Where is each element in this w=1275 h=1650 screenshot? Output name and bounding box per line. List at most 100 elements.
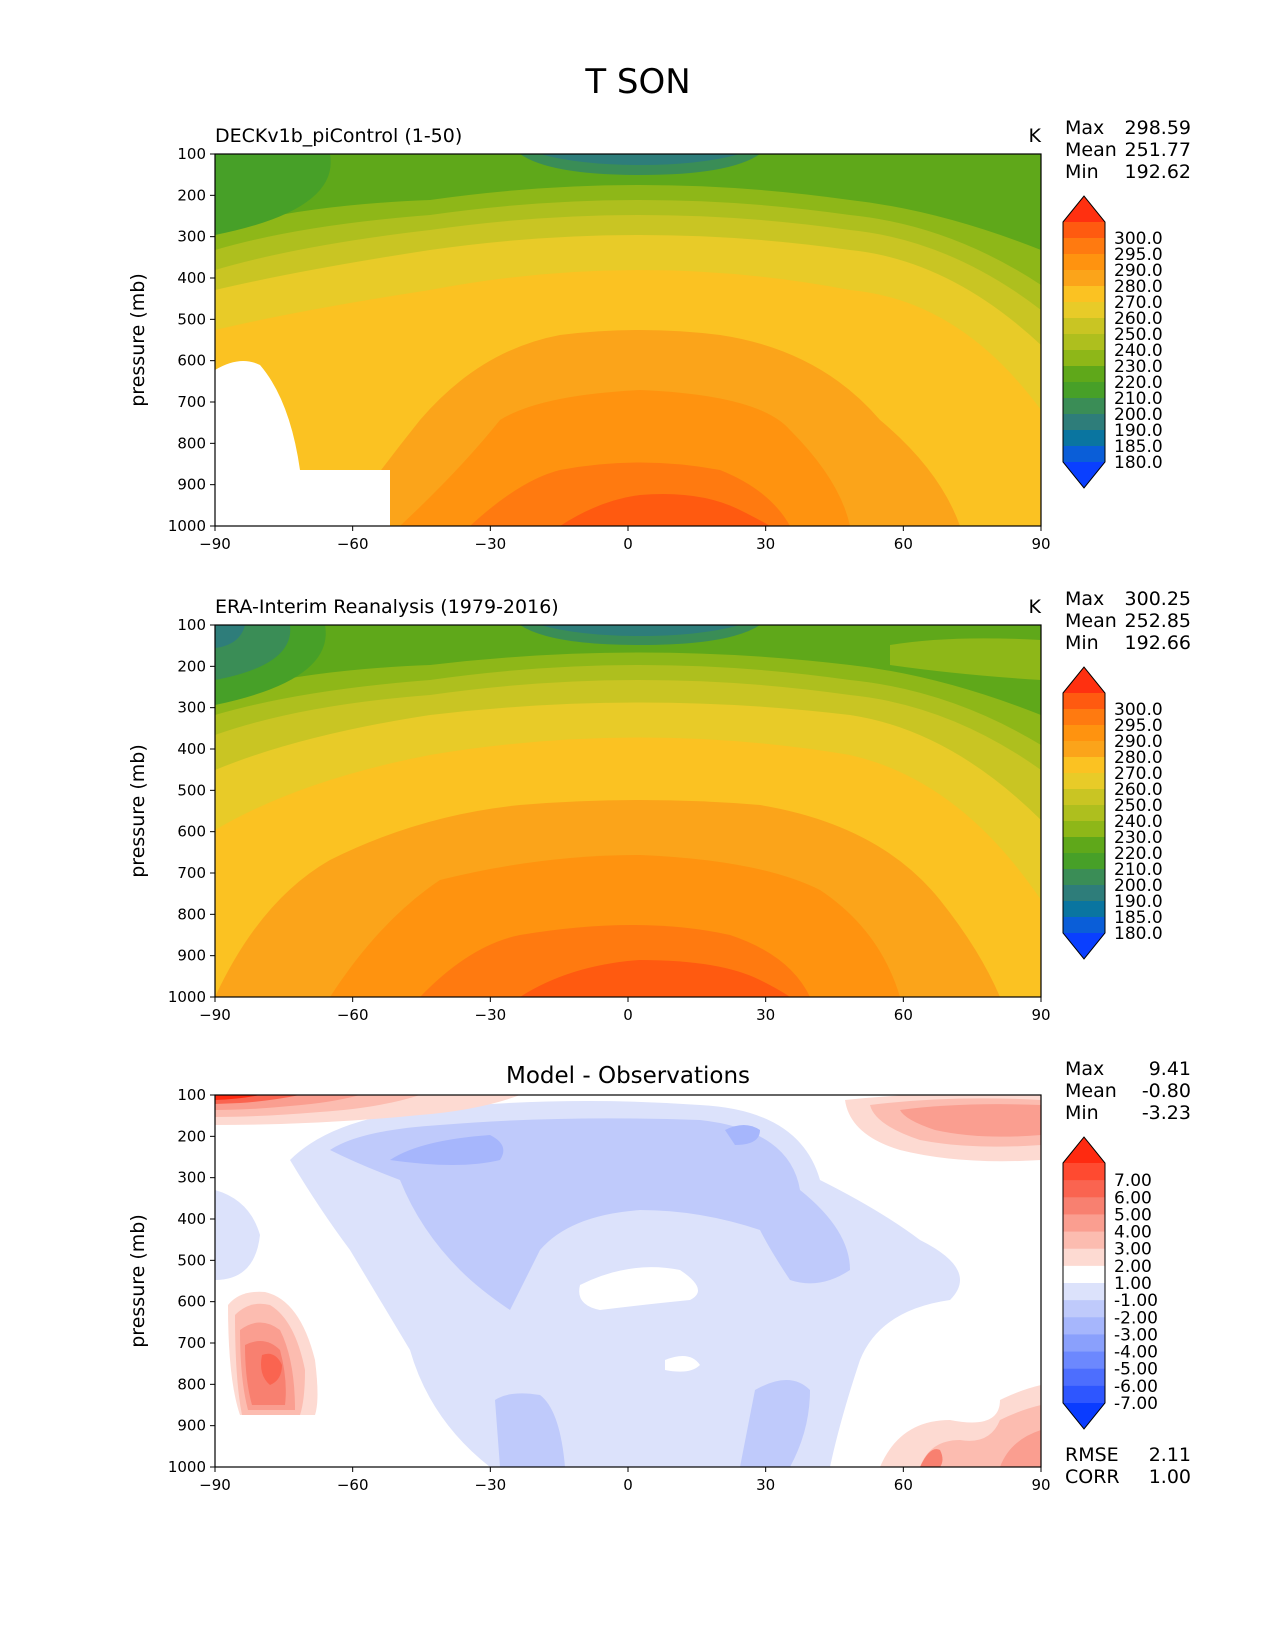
colorbar-swatch [1063, 1197, 1105, 1215]
colorbar-swatch [1063, 741, 1105, 758]
colorbar-label: 210.0 [1114, 389, 1163, 409]
x-tick-label: 30 [756, 535, 775, 553]
colorbar-swatch [1063, 302, 1105, 319]
colorbar-label: 230.0 [1114, 828, 1163, 848]
y-tick-label: 1000 [168, 988, 206, 1006]
stat-label: CORR [1065, 1466, 1120, 1488]
panel-title: Model - Observations [506, 1063, 750, 1089]
x-tick-label: 90 [1031, 1006, 1050, 1024]
figure-title: T SON [584, 62, 690, 102]
colorbar-label: 230.0 [1114, 357, 1163, 377]
y-tick-label: 900 [177, 1417, 206, 1435]
colorbar-swatch [1063, 238, 1105, 255]
units-label: K [1029, 596, 1042, 618]
colorbar-label: 220.0 [1114, 844, 1163, 864]
colorbar-outline [1062, 666, 1106, 960]
colorbar-extend-max [1063, 1137, 1105, 1163]
colorbar-label: 290.0 [1114, 732, 1163, 752]
colorbar-swatch [1063, 350, 1105, 367]
x-tick-label: −30 [475, 535, 507, 553]
x-tick-label: 0 [623, 1006, 633, 1024]
colorbar-label: 1.00 [1114, 1274, 1152, 1294]
y-tick-label: 100 [177, 145, 206, 163]
y-tick-label: 800 [177, 1375, 206, 1393]
x-tick-label: −60 [337, 535, 369, 553]
x-tick-label: −90 [199, 1476, 231, 1494]
y-tick-label: 300 [177, 1169, 206, 1187]
colorbar-label: 260.0 [1114, 780, 1163, 800]
colorbar-label: 300.0 [1114, 700, 1163, 720]
stat-value: 192.66 [1125, 632, 1191, 654]
stat-label: Mean [1065, 1080, 1117, 1102]
panel-title: DECKv1b_piControl (1-50) [215, 125, 462, 147]
colorbar-swatch [1063, 334, 1105, 351]
y-tick-label: 300 [177, 699, 206, 717]
y-tick-label: 100 [177, 616, 206, 634]
colorbar-label: 200.0 [1114, 405, 1163, 425]
colorbar-swatch [1063, 1283, 1105, 1301]
colorbar-label: 210.0 [1114, 860, 1163, 880]
colorbar-extend-min [1063, 933, 1105, 959]
colorbar-extend-max [1063, 196, 1105, 222]
stat-label: Min [1065, 161, 1099, 183]
stat-label: Min [1065, 1102, 1099, 1124]
colorbar-label: 200.0 [1114, 876, 1163, 896]
y-tick-label: 1000 [168, 1458, 206, 1476]
colorbar-swatch [1063, 885, 1105, 902]
colorbar-swatch [1063, 446, 1105, 463]
colorbar-swatch [1063, 757, 1105, 774]
colorbar-swatch [1063, 709, 1105, 726]
colorbar-swatch [1063, 1214, 1105, 1233]
colorbar-label: 260.0 [1114, 309, 1163, 329]
colorbar-label: -4.00 [1114, 1343, 1158, 1363]
y-axis-label: pressure (mb) [127, 744, 149, 878]
y-axis-label: pressure (mb) [127, 1214, 149, 1348]
x-tick-label: −30 [475, 1476, 507, 1494]
colorbar-label: -1.00 [1114, 1291, 1158, 1311]
colorbar-swatch [1063, 286, 1105, 303]
colorbar-swatch [1063, 1385, 1105, 1404]
colorbar-label: 3.00 [1114, 1240, 1152, 1260]
colorbar-label: 295.0 [1114, 716, 1163, 736]
y-tick-label: 900 [177, 947, 206, 965]
colorbar-swatch [1063, 693, 1105, 710]
colorbar-label: -3.00 [1114, 1325, 1158, 1345]
colorbar-extend-min [1063, 462, 1105, 488]
colorbar-label: 270.0 [1114, 293, 1163, 313]
y-tick-label: 1000 [168, 517, 206, 535]
colorbar-swatch [1063, 318, 1105, 335]
colorbar-swatch [1063, 430, 1105, 447]
colorbar-label: 2.00 [1114, 1257, 1152, 1277]
stat-value: 192.62 [1125, 161, 1191, 183]
stat-label: Max [1065, 117, 1104, 139]
stat-value: 252.85 [1125, 610, 1191, 632]
colorbar-swatch [1063, 1265, 1105, 1284]
colorbar: 7.006.005.004.003.002.001.00-1.00-2.00-3… [1062, 1136, 1158, 1430]
colorbar-label: 6.00 [1114, 1188, 1152, 1208]
colorbar-swatch [1063, 270, 1105, 287]
colorbar-swatch [1063, 837, 1105, 854]
y-tick-label: 800 [177, 905, 206, 923]
y-tick-label: 200 [177, 1127, 206, 1145]
colorbar-swatch [1063, 1334, 1105, 1353]
x-tick-label: 0 [623, 535, 633, 553]
contour-field-model [215, 154, 1041, 526]
colorbar-label: 7.00 [1114, 1171, 1152, 1191]
colorbar-swatch [1063, 789, 1105, 806]
contour-field-observations [215, 625, 1041, 997]
colorbar-extend-max [1063, 667, 1105, 693]
y-tick-label: 400 [177, 1210, 206, 1228]
x-tick-label: 60 [894, 535, 913, 553]
colorbar-label: -7.00 [1114, 1394, 1158, 1414]
colorbar-swatch [1063, 725, 1105, 742]
y-tick-label: 700 [177, 864, 206, 882]
colorbar-outline [1062, 1136, 1106, 1430]
colorbar-swatch [1063, 1231, 1105, 1250]
colorbar-swatch [1063, 1300, 1105, 1318]
colorbar-label: 190.0 [1114, 421, 1163, 441]
colorbar-swatch [1063, 1180, 1105, 1198]
stat-value: 1.00 [1149, 1466, 1191, 1488]
colorbar-label: 4.00 [1114, 1223, 1152, 1243]
